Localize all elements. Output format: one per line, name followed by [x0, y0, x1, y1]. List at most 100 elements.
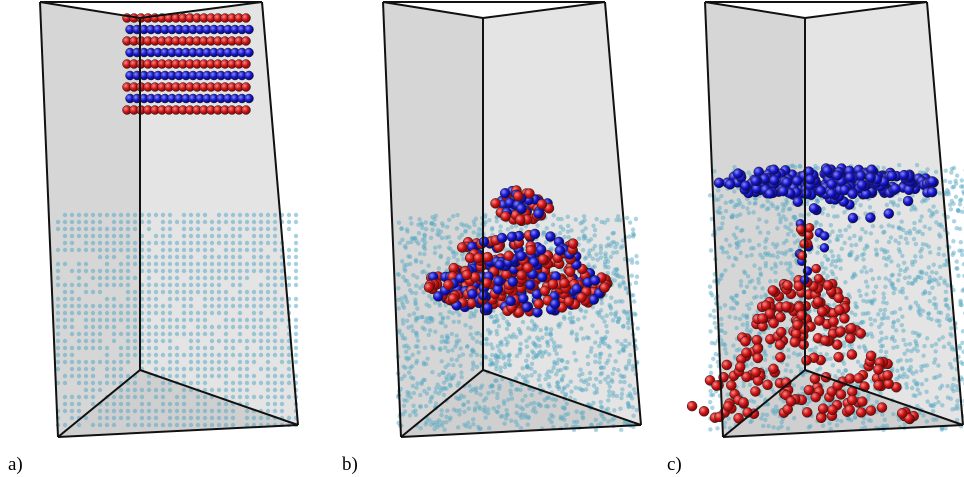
particle — [498, 341, 502, 345]
particle — [586, 362, 590, 366]
particle — [517, 372, 521, 376]
particle — [621, 281, 625, 285]
particle — [572, 351, 576, 355]
particle — [126, 304, 130, 308]
particle — [203, 255, 207, 259]
particle — [119, 416, 123, 420]
particle — [189, 423, 193, 427]
particle — [734, 257, 738, 261]
particle — [956, 274, 960, 278]
particle — [406, 254, 410, 258]
particle — [168, 234, 172, 238]
particle — [466, 400, 470, 404]
particle — [252, 381, 256, 385]
particle — [780, 420, 784, 424]
particle — [105, 374, 109, 378]
particle — [424, 227, 428, 231]
particle — [591, 224, 595, 228]
particle — [175, 346, 179, 350]
particle — [711, 357, 715, 361]
particle — [259, 213, 263, 217]
particle — [920, 269, 924, 273]
particle — [812, 264, 821, 273]
particle — [615, 394, 619, 398]
particle — [168, 318, 172, 322]
particle — [504, 416, 508, 420]
particle — [763, 418, 767, 422]
particle — [858, 294, 862, 298]
particle — [119, 367, 123, 371]
particle — [189, 241, 193, 245]
particle — [879, 224, 883, 228]
particle — [495, 410, 499, 414]
particle — [535, 223, 539, 227]
particle — [126, 395, 130, 399]
particle — [877, 325, 881, 329]
particle — [454, 395, 458, 399]
particle — [119, 360, 123, 364]
particle — [736, 203, 740, 207]
particle — [161, 332, 165, 336]
particle — [126, 311, 130, 315]
particle — [717, 226, 721, 230]
particle — [565, 360, 569, 364]
particle — [238, 304, 242, 308]
particle — [473, 406, 477, 410]
particle — [793, 197, 803, 207]
particle — [866, 393, 870, 397]
particle — [175, 220, 179, 224]
particle — [759, 295, 763, 299]
particle — [203, 234, 207, 238]
particle — [749, 253, 753, 257]
particle — [224, 304, 228, 308]
particle — [182, 227, 186, 231]
particle — [930, 270, 934, 274]
particle — [294, 297, 298, 301]
particle — [280, 395, 284, 399]
particle — [119, 241, 123, 245]
particle — [224, 374, 228, 378]
particle — [294, 346, 298, 350]
particle — [56, 367, 60, 371]
particle — [210, 339, 214, 343]
particle — [238, 381, 242, 385]
particle — [433, 291, 443, 301]
particle — [765, 188, 775, 198]
particle — [619, 428, 623, 432]
particle — [760, 286, 764, 290]
particle — [624, 367, 628, 371]
particle — [836, 254, 840, 258]
particle — [147, 262, 151, 266]
particle — [182, 262, 186, 266]
particle — [112, 416, 116, 420]
particle — [546, 404, 550, 408]
particle — [857, 345, 861, 349]
particle — [759, 416, 763, 420]
particle — [594, 428, 598, 432]
particle — [588, 254, 592, 258]
particle — [63, 248, 67, 252]
particle — [133, 423, 137, 427]
particle — [458, 396, 462, 400]
particle — [524, 359, 528, 363]
particle — [446, 363, 450, 367]
particle — [439, 340, 443, 344]
particle — [898, 197, 902, 201]
particle — [425, 391, 429, 395]
particle — [84, 213, 88, 217]
particle — [563, 406, 567, 410]
particle — [91, 269, 95, 273]
particle — [63, 318, 67, 322]
particle — [175, 241, 179, 245]
particle — [196, 276, 200, 280]
particle — [119, 402, 123, 406]
particle — [154, 339, 158, 343]
particle — [719, 194, 723, 198]
particle — [77, 311, 81, 315]
particle — [168, 325, 172, 329]
particle — [891, 345, 895, 349]
particle — [416, 241, 420, 245]
particle — [950, 407, 954, 411]
particle — [863, 230, 867, 234]
particle — [287, 381, 291, 385]
